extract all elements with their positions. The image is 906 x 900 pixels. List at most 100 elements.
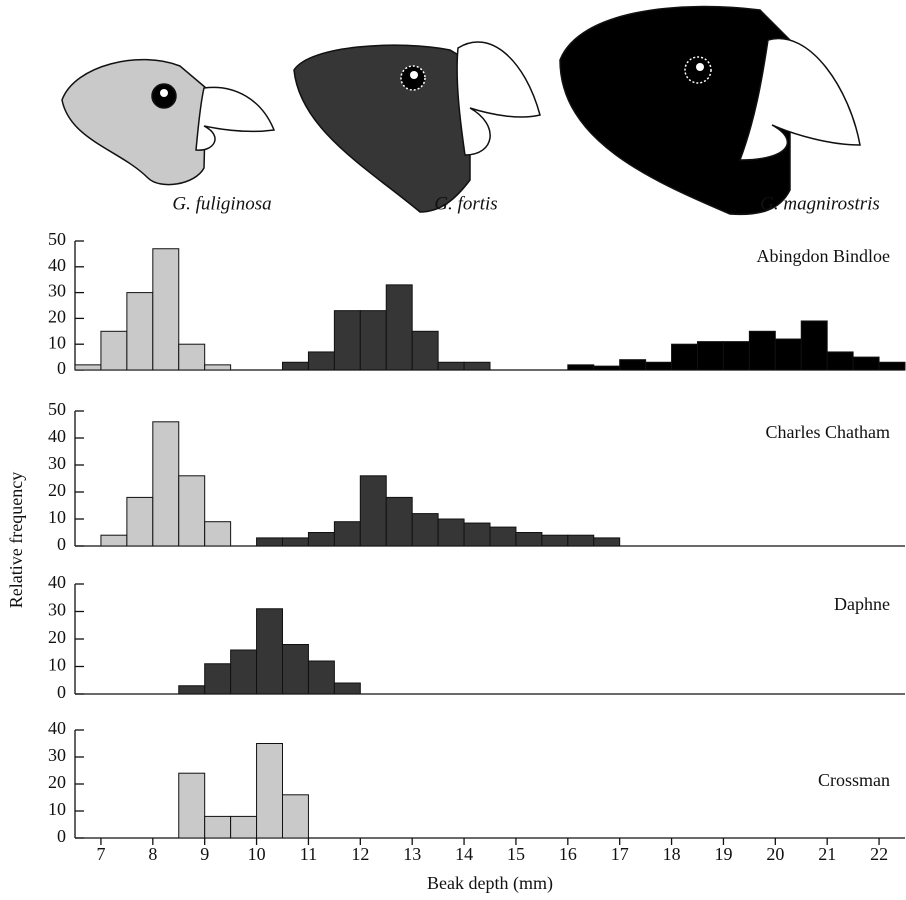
- y-tick-label: 30: [48, 600, 66, 620]
- hist-bar: [100, 330, 128, 371]
- hist-bar: [593, 537, 621, 547]
- hist-bar: [826, 351, 854, 371]
- y-tick-label: 40: [48, 426, 66, 446]
- y-tick-label: 20: [48, 307, 66, 327]
- y-tick-label: 10: [48, 655, 66, 675]
- hist-bar: [359, 475, 387, 547]
- hist-bar: [463, 522, 491, 547]
- y-tick-label: 10: [48, 799, 66, 819]
- x-tick-label: 10: [248, 844, 266, 864]
- hist-bar: [463, 361, 491, 371]
- hist-bar: [152, 421, 180, 547]
- hist-bar: [385, 284, 413, 371]
- panel-title: Daphne: [834, 594, 890, 614]
- hist-bar: [489, 526, 517, 547]
- hist-bar: [282, 644, 309, 695]
- y-tick-label: 20: [48, 772, 66, 792]
- hist-bar: [152, 248, 180, 371]
- y-axis-label: Relative frequency: [6, 472, 26, 608]
- hist-bar: [852, 356, 880, 371]
- hist-bar: [411, 330, 439, 371]
- bird-illustrations: [61, 5, 861, 216]
- hist-bar: [411, 513, 439, 547]
- hist-bar: [671, 343, 698, 371]
- hist-bar: [204, 521, 232, 547]
- y-tick-label: 40: [48, 718, 66, 738]
- x-tick-label: 14: [455, 844, 473, 864]
- panel-title: Charles Chatham: [766, 422, 890, 442]
- hist-bar: [204, 663, 232, 695]
- x-tick-label: 18: [663, 844, 681, 864]
- species-label: G. fortis: [434, 193, 497, 214]
- hist-bar: [593, 365, 621, 371]
- eye-glint: [410, 71, 418, 79]
- hist-bar: [800, 320, 828, 371]
- hist-bar: [307, 532, 335, 547]
- hist-bar: [204, 815, 232, 839]
- hist-bar: [100, 534, 128, 547]
- hist-bar: [333, 682, 361, 695]
- x-tick-label: 13: [403, 844, 421, 864]
- hist-bar: [204, 364, 232, 371]
- y-tick-label: 10: [48, 507, 66, 527]
- species-label: G. fuliginosa: [172, 193, 271, 214]
- hist-bar: [230, 649, 258, 695]
- hist-bar: [359, 310, 387, 371]
- hist-bar: [282, 361, 309, 371]
- hist-bar: [282, 537, 309, 547]
- x-tick-label: 15: [507, 844, 525, 864]
- y-tick-label: 10: [48, 332, 66, 352]
- hist-bar: [178, 475, 206, 547]
- hist-bar: [307, 351, 335, 371]
- hist-bar: [774, 338, 802, 371]
- y-tick-label: 50: [48, 229, 66, 249]
- hist-bar: [307, 660, 335, 695]
- hist-bar: [567, 364, 595, 371]
- eye-glint: [696, 63, 704, 71]
- x-tick-label: 22: [870, 844, 888, 864]
- panel-title: Abingdon Bindloe: [757, 246, 891, 266]
- y-tick-label: 0: [57, 534, 66, 554]
- hist-bar: [385, 496, 413, 547]
- hist-bar: [178, 772, 206, 839]
- hist-bar: [748, 330, 776, 371]
- head-magnirostris: [559, 5, 791, 216]
- x-tick-label: 12: [351, 844, 369, 864]
- x-tick-label: 8: [148, 844, 157, 864]
- head-fortis: [293, 44, 471, 213]
- y-tick-label: 20: [48, 627, 66, 647]
- x-tick-label: 9: [200, 844, 209, 864]
- hist-bar: [333, 521, 361, 547]
- hist-bar: [126, 496, 154, 547]
- hist-bar: [515, 532, 543, 547]
- panel-title: Crossman: [818, 770, 890, 790]
- x-tick-label: 19: [714, 844, 732, 864]
- eye-glint: [160, 89, 168, 97]
- y-tick-label: 30: [48, 453, 66, 473]
- hist-bar: [619, 359, 647, 371]
- hist-bar: [256, 743, 283, 839]
- hist-bar: [178, 685, 206, 695]
- x-tick-label: 7: [96, 844, 105, 864]
- x-tick-label: 16: [559, 844, 577, 864]
- hist-bar: [178, 343, 206, 371]
- x-axis-label: Beak depth (mm): [427, 873, 553, 894]
- hist-bar: [878, 361, 906, 371]
- beak-fortis: [456, 41, 541, 156]
- hist-bar: [437, 518, 465, 547]
- hist-bar: [722, 341, 750, 371]
- hist-bar: [256, 608, 283, 695]
- y-tick-label: 50: [48, 399, 66, 419]
- hist-bar: [437, 361, 465, 371]
- species-label: G. magnirostris: [760, 193, 880, 214]
- y-tick-label: 40: [48, 255, 66, 275]
- y-tick-label: 20: [48, 480, 66, 500]
- hist-bar: [645, 361, 673, 371]
- hist-bar: [567, 534, 595, 547]
- hist-bar: [256, 537, 283, 547]
- head-fuliginosa: [61, 58, 207, 186]
- y-tick-label: 30: [48, 281, 66, 301]
- hist-bar: [541, 534, 569, 547]
- x-tick-label: 21: [818, 844, 836, 864]
